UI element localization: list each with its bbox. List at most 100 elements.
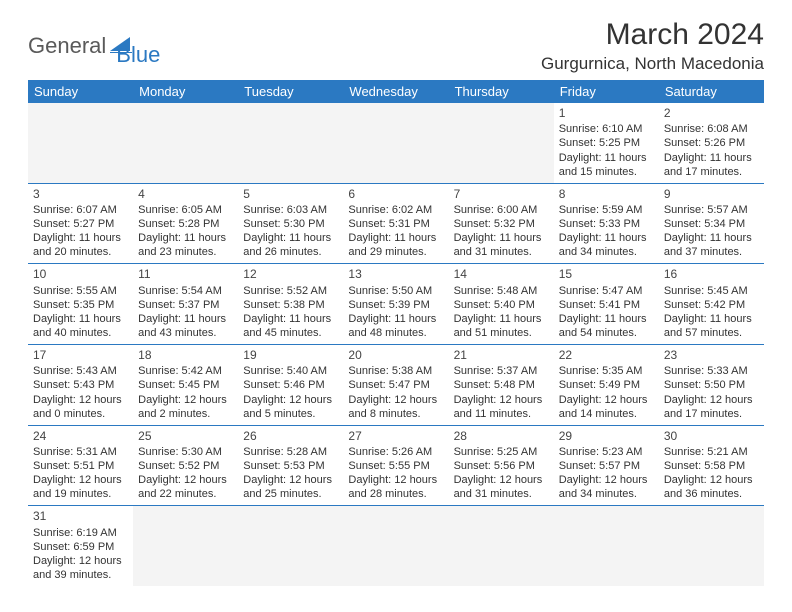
sunset-text: Sunset: 5:58 PM	[664, 459, 759, 473]
calendar-day-cell: 16Sunrise: 5:45 AMSunset: 5:42 PMDayligh…	[659, 264, 764, 345]
sunrise-text: Sunrise: 5:48 AM	[454, 284, 549, 298]
daylight-text-2: and 22 minutes.	[138, 487, 233, 501]
daylight-text-1: Daylight: 11 hours	[348, 231, 443, 245]
calendar-day-cell: 20Sunrise: 5:38 AMSunset: 5:47 PMDayligh…	[343, 345, 448, 426]
calendar-day-cell: 5Sunrise: 6:03 AMSunset: 5:30 PMDaylight…	[238, 183, 343, 264]
calendar-week-row: 1Sunrise: 6:10 AMSunset: 5:25 PMDaylight…	[28, 103, 764, 183]
sunset-text: Sunset: 5:39 PM	[348, 298, 443, 312]
sunset-text: Sunset: 5:30 PM	[243, 217, 338, 231]
sunrise-text: Sunrise: 5:31 AM	[33, 445, 128, 459]
day-number: 15	[559, 267, 654, 282]
sunset-text: Sunset: 6:59 PM	[33, 540, 128, 554]
title-block: March 2024 Gurgurnica, North Macedonia	[541, 18, 764, 74]
calendar-day-cell: 12Sunrise: 5:52 AMSunset: 5:38 PMDayligh…	[238, 264, 343, 345]
daylight-text-1: Daylight: 11 hours	[454, 231, 549, 245]
day-number: 5	[243, 187, 338, 202]
sunrise-text: Sunrise: 5:45 AM	[664, 284, 759, 298]
daylight-text-2: and 57 minutes.	[664, 326, 759, 340]
calendar-day-cell: 7Sunrise: 6:00 AMSunset: 5:32 PMDaylight…	[449, 183, 554, 264]
daylight-text-2: and 5 minutes.	[243, 407, 338, 421]
calendar-day-cell: 28Sunrise: 5:25 AMSunset: 5:56 PMDayligh…	[449, 425, 554, 506]
day-number: 7	[454, 187, 549, 202]
calendar-day-cell: 6Sunrise: 6:02 AMSunset: 5:31 PMDaylight…	[343, 183, 448, 264]
sunrise-text: Sunrise: 6:07 AM	[33, 203, 128, 217]
daylight-text-1: Daylight: 12 hours	[243, 473, 338, 487]
calendar-day-cell: 18Sunrise: 5:42 AMSunset: 5:45 PMDayligh…	[133, 345, 238, 426]
day-number: 2	[664, 106, 759, 121]
day-number: 27	[348, 429, 443, 444]
daylight-text-1: Daylight: 12 hours	[454, 473, 549, 487]
sunrise-text: Sunrise: 5:57 AM	[664, 203, 759, 217]
daylight-text-1: Daylight: 11 hours	[243, 231, 338, 245]
daylight-text-1: Daylight: 12 hours	[243, 393, 338, 407]
calendar-day-cell	[133, 103, 238, 183]
daylight-text-2: and 54 minutes.	[559, 326, 654, 340]
calendar-day-cell: 29Sunrise: 5:23 AMSunset: 5:57 PMDayligh…	[554, 425, 659, 506]
calendar-day-cell: 8Sunrise: 5:59 AMSunset: 5:33 PMDaylight…	[554, 183, 659, 264]
daylight-text-2: and 34 minutes.	[559, 487, 654, 501]
calendar-day-cell: 1Sunrise: 6:10 AMSunset: 5:25 PMDaylight…	[554, 103, 659, 183]
day-number: 22	[559, 348, 654, 363]
daylight-text-1: Daylight: 11 hours	[33, 312, 128, 326]
calendar-day-cell: 4Sunrise: 6:05 AMSunset: 5:28 PMDaylight…	[133, 183, 238, 264]
daylight-text-1: Daylight: 12 hours	[348, 393, 443, 407]
daylight-text-1: Daylight: 11 hours	[138, 231, 233, 245]
daylight-text-1: Daylight: 11 hours	[348, 312, 443, 326]
sunset-text: Sunset: 5:33 PM	[559, 217, 654, 231]
sunrise-text: Sunrise: 5:28 AM	[243, 445, 338, 459]
day-number: 29	[559, 429, 654, 444]
daylight-text-2: and 51 minutes.	[454, 326, 549, 340]
logo-text-blue: Blue	[116, 42, 160, 68]
day-number: 13	[348, 267, 443, 282]
sunrise-text: Sunrise: 6:02 AM	[348, 203, 443, 217]
calendar-day-cell	[343, 506, 448, 586]
sunset-text: Sunset: 5:25 PM	[559, 136, 654, 150]
sunset-text: Sunset: 5:42 PM	[664, 298, 759, 312]
day-number: 10	[33, 267, 128, 282]
sunrise-text: Sunrise: 6:19 AM	[33, 526, 128, 540]
daylight-text-1: Daylight: 11 hours	[559, 231, 654, 245]
sunrise-text: Sunrise: 5:23 AM	[559, 445, 654, 459]
location-label: Gurgurnica, North Macedonia	[541, 54, 764, 74]
sunrise-text: Sunrise: 5:55 AM	[33, 284, 128, 298]
daylight-text-1: Daylight: 12 hours	[33, 393, 128, 407]
daylight-text-2: and 17 minutes.	[664, 407, 759, 421]
day-number: 6	[348, 187, 443, 202]
sunrise-text: Sunrise: 5:30 AM	[138, 445, 233, 459]
calendar-week-row: 31Sunrise: 6:19 AMSunset: 6:59 PMDayligh…	[28, 506, 764, 586]
sunrise-text: Sunrise: 6:03 AM	[243, 203, 338, 217]
daylight-text-1: Daylight: 12 hours	[348, 473, 443, 487]
calendar-week-row: 24Sunrise: 5:31 AMSunset: 5:51 PMDayligh…	[28, 425, 764, 506]
day-number: 23	[664, 348, 759, 363]
day-number: 30	[664, 429, 759, 444]
calendar-day-cell	[238, 506, 343, 586]
sunset-text: Sunset: 5:53 PM	[243, 459, 338, 473]
day-number: 14	[454, 267, 549, 282]
sunset-text: Sunset: 5:31 PM	[348, 217, 443, 231]
daylight-text-2: and 11 minutes.	[454, 407, 549, 421]
day-number: 20	[348, 348, 443, 363]
weekday-header: Sunday	[28, 80, 133, 103]
day-number: 8	[559, 187, 654, 202]
daylight-text-2: and 26 minutes.	[243, 245, 338, 259]
daylight-text-2: and 37 minutes.	[664, 245, 759, 259]
calendar-week-row: 3Sunrise: 6:07 AMSunset: 5:27 PMDaylight…	[28, 183, 764, 264]
daylight-text-1: Daylight: 11 hours	[664, 312, 759, 326]
daylight-text-1: Daylight: 12 hours	[559, 393, 654, 407]
sunrise-text: Sunrise: 5:54 AM	[138, 284, 233, 298]
daylight-text-2: and 14 minutes.	[559, 407, 654, 421]
calendar-day-cell	[449, 506, 554, 586]
sunset-text: Sunset: 5:49 PM	[559, 378, 654, 392]
day-number: 28	[454, 429, 549, 444]
logo: General Blue	[28, 24, 160, 68]
sunset-text: Sunset: 5:52 PM	[138, 459, 233, 473]
daylight-text-2: and 2 minutes.	[138, 407, 233, 421]
daylight-text-2: and 31 minutes.	[454, 487, 549, 501]
sunset-text: Sunset: 5:48 PM	[454, 378, 549, 392]
calendar-day-cell: 19Sunrise: 5:40 AMSunset: 5:46 PMDayligh…	[238, 345, 343, 426]
sunrise-text: Sunrise: 5:43 AM	[33, 364, 128, 378]
sunrise-text: Sunrise: 5:33 AM	[664, 364, 759, 378]
calendar-day-cell	[238, 103, 343, 183]
daylight-text-2: and 36 minutes.	[664, 487, 759, 501]
calendar-week-row: 10Sunrise: 5:55 AMSunset: 5:35 PMDayligh…	[28, 264, 764, 345]
